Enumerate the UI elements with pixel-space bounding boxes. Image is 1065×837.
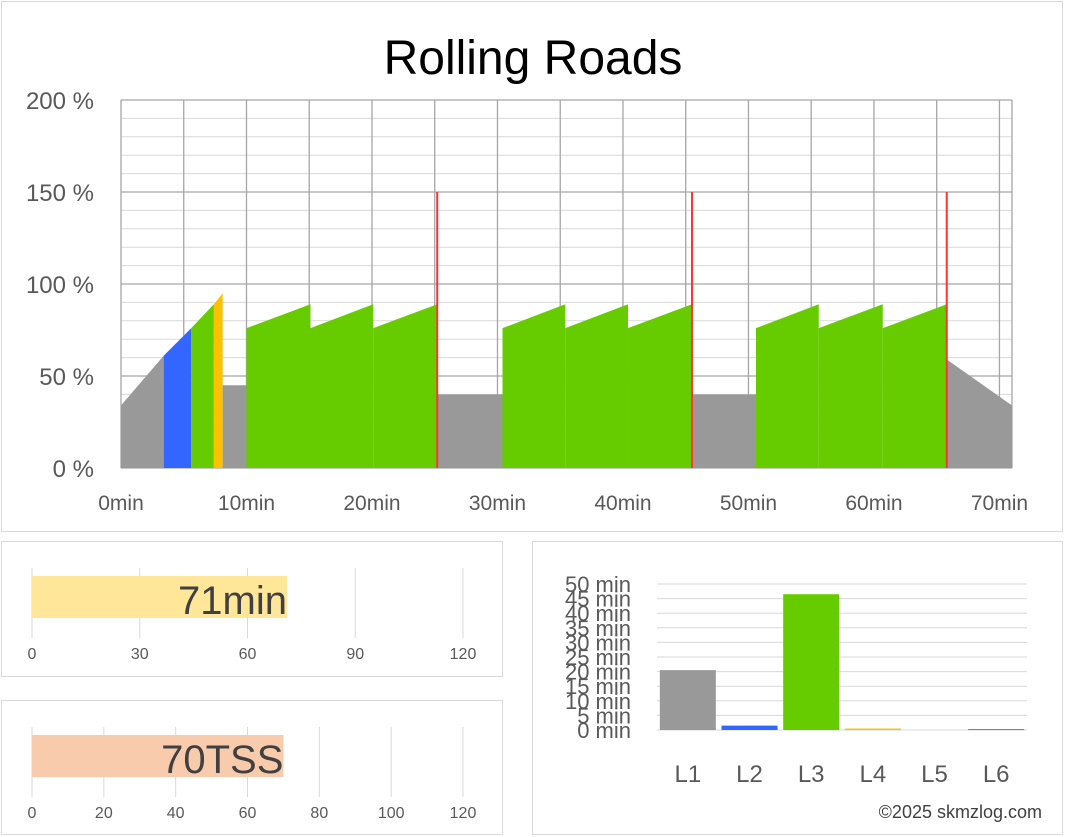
- y-tick-label: 50 %: [39, 364, 94, 391]
- workout-segment-z3: [502, 304, 566, 468]
- value-label: 70TSS: [161, 738, 283, 782]
- category-label: L2: [736, 761, 763, 788]
- y-tick-label: 100 %: [26, 272, 94, 299]
- workout-segment-z1: [946, 359, 1012, 468]
- category-label: L5: [921, 761, 948, 788]
- y-tick-label: 35 min: [565, 616, 631, 641]
- workout-segment-z3: [565, 304, 628, 468]
- category-label: L6: [983, 761, 1010, 788]
- y-tick-label: 10 min: [565, 689, 631, 714]
- y-tick-label: 5 min: [577, 703, 631, 728]
- tss-chart: 0 20 40 60 80 100 120 70TSS: [28, 727, 477, 822]
- y-tick-label: 150 %: [26, 180, 94, 207]
- workout-segment-z3: [755, 304, 819, 468]
- y-tick-label: 25 min: [565, 645, 631, 670]
- duration-panel: 0 30 60 90 120 71min: [1, 541, 503, 677]
- workout-segment-z3: [818, 304, 883, 468]
- zone-bar-l1: [659, 670, 716, 730]
- workout-segment-z3: [246, 304, 311, 468]
- y-tick-label: 40 min: [565, 601, 631, 626]
- y-tick-label: 20 min: [565, 660, 631, 685]
- workout-segment-z2: [163, 328, 192, 468]
- x-tick-label: 40: [167, 805, 185, 822]
- x-tick-label: 70min: [971, 492, 1028, 515]
- x-tick-label: 0: [28, 805, 37, 822]
- y-tick-label: 45 min: [565, 587, 631, 612]
- zone-bar-l4: [844, 728, 901, 730]
- y-tick-label: 50 min: [565, 572, 631, 597]
- x-tick-label: 40min: [594, 492, 651, 515]
- x-tick-label: 30min: [469, 492, 526, 515]
- zone-bar-l2: [721, 725, 778, 730]
- zone-bar-l6: [968, 729, 1025, 730]
- x-tick-label: 0: [28, 646, 37, 663]
- value-bar: [32, 735, 284, 777]
- x-tick-label: 120: [450, 646, 477, 663]
- y-tick-label: 30 min: [565, 630, 631, 655]
- x-tick-label: 20min: [343, 492, 400, 515]
- x-tick-label: 0min: [98, 492, 144, 515]
- y-tick-label: 0 %: [53, 456, 94, 483]
- tss-panel: 0 20 40 60 80 100 120 70TSS: [1, 700, 503, 835]
- workout-segment-z4: [213, 293, 223, 468]
- workout-segment-z1: [121, 355, 164, 468]
- workout-profile-chart: Rolling Roads 0 % 50 % 100 % 150 % 200 % 0min 1…: [26, 32, 1028, 515]
- zone-bar-l3: [783, 594, 840, 730]
- x-tick-label: 80: [310, 805, 328, 822]
- y-tick-label: 0 min: [577, 718, 631, 743]
- x-tick-label: 20: [95, 805, 113, 822]
- x-tick-label: 60: [239, 805, 257, 822]
- x-tick-label: 10min: [218, 492, 275, 515]
- y-tick-label: 15 min: [565, 674, 631, 699]
- duration-chart: 0 30 60 90 120 71min: [28, 568, 477, 663]
- copyright-text: ©2025 skmzlog.com: [879, 802, 1042, 822]
- category-label: L4: [859, 761, 886, 788]
- workout-profile-panel: Rolling Roads 0 % 50 % 100 % 150 % 200 % 0min 1…: [1, 1, 1063, 532]
- workout-segment-z1: [222, 385, 247, 468]
- workout-segment-z3: [627, 304, 692, 468]
- workout-segment-z3: [882, 304, 947, 468]
- x-tick-label: 100: [378, 805, 405, 822]
- workout-segment-z3: [373, 304, 438, 468]
- workout-segment-z1: [437, 394, 503, 468]
- workout-segment-z3: [310, 304, 374, 468]
- x-tick-label: 60min: [845, 492, 902, 515]
- value-bar: [32, 576, 288, 618]
- x-tick-label: 50min: [720, 492, 777, 515]
- x-tick-label: 30: [131, 646, 149, 663]
- value-label: 71min: [178, 579, 287, 623]
- category-label: L1: [674, 761, 701, 788]
- x-tick-label: 120: [450, 805, 477, 822]
- workout-segment-z3: [191, 304, 214, 468]
- category-label: L3: [798, 761, 825, 788]
- x-tick-label: 60: [239, 646, 257, 663]
- x-tick-label: 90: [346, 646, 364, 663]
- y-tick-label: 200 %: [26, 88, 94, 115]
- zone-time-panel: 0 min 5 min 10 min 15 min 20 min 25 min 30 min…: [532, 541, 1063, 835]
- workout-segment-z1: [691, 394, 756, 468]
- chart-title: Rolling Roads: [384, 32, 683, 85]
